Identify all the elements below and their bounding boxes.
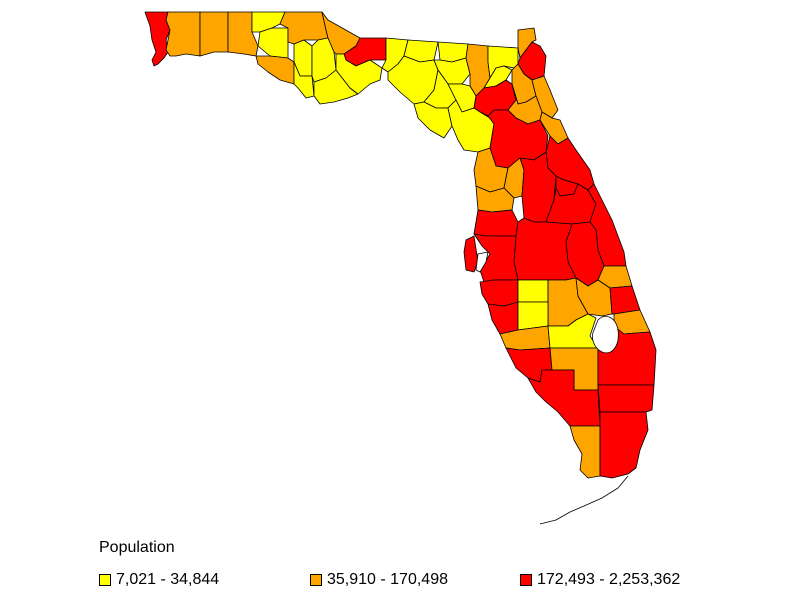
florida-keys bbox=[539, 475, 629, 525]
county-dixie[interactable] bbox=[413, 101, 453, 139]
county-sarasota[interactable] bbox=[487, 301, 519, 335]
county-okaloosa[interactable] bbox=[199, 11, 229, 57]
county-santa-rosa[interactable] bbox=[165, 11, 201, 57]
legend-item-low: 7,021 - 34,844 bbox=[99, 571, 219, 589]
county-monroe[interactable] bbox=[569, 425, 601, 479]
county-bay[interactable] bbox=[255, 55, 295, 85]
county-pinellas[interactable] bbox=[463, 235, 479, 273]
county-broward[interactable] bbox=[597, 384, 655, 413]
county-franklin[interactable] bbox=[313, 69, 359, 105]
county-polk[interactable] bbox=[513, 217, 577, 281]
legend-label-high: 172,493 - 2,253,362 bbox=[537, 571, 681, 588]
legend-item-high: 172,493 - 2,253,362 bbox=[520, 571, 680, 589]
legend-swatch-yellow bbox=[99, 574, 111, 586]
florida-county-map bbox=[144, 11, 657, 525]
legend-swatch-red bbox=[520, 574, 532, 586]
tampa-bay bbox=[475, 251, 489, 273]
county-hardee[interactable] bbox=[517, 279, 549, 303]
county-wakulla[interactable] bbox=[335, 53, 383, 95]
county-manatee[interactable] bbox=[479, 279, 519, 307]
county-washington[interactable] bbox=[257, 27, 289, 59]
legend-title: Population bbox=[99, 539, 175, 556]
legend-swatch-orange bbox=[310, 574, 322, 586]
county-st-lucie[interactable] bbox=[609, 285, 641, 315]
legend-label-mid: 35,910 - 170,498 bbox=[327, 571, 448, 588]
county-desoto[interactable] bbox=[517, 301, 549, 331]
legend-label-low: 7,021 - 34,844 bbox=[116, 571, 220, 588]
lake-okeechobee bbox=[592, 316, 619, 354]
county-miami-dade[interactable] bbox=[599, 411, 649, 479]
county-gulf[interactable] bbox=[293, 61, 315, 99]
county-pasco[interactable] bbox=[473, 209, 519, 237]
legend-item-mid: 35,910 - 170,498 bbox=[310, 571, 448, 589]
